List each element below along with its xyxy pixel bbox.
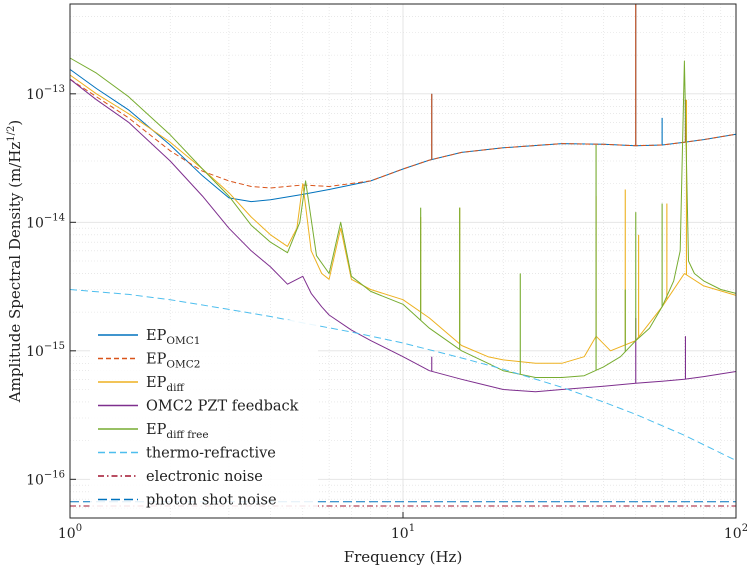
legend-label-0: EPOMC1 [146,328,200,347]
x-tick-label-1: 101 [391,523,415,542]
legend-label-4: EPdiff free [146,422,209,441]
x-tick-label-2: 102 [724,523,747,542]
y-axis-label: Amplitude Spectral Density (m/Hz1/2) [6,120,24,403]
series-4 [69,57,737,378]
legend-label-2: EPdiff [146,375,185,394]
series-line-3 [69,78,737,393]
series-line-4 [69,57,737,378]
series-line-0 [69,68,737,203]
x-axis-label: Frequency (Hz) [344,548,463,566]
y-tick-label-1: 10−15 [26,341,65,360]
y-tick-label-2: 10−14 [26,212,65,231]
legend-label-5: thermo-refractive [146,446,276,462]
legend: EPOMC1 EPOMC2 EPdiff OMC2 PZT feedback EPdif… [90,320,318,509]
axis-ticks: 100 101 102 10−16 10−15 10−14 10−13 [26,84,747,542]
y-tick-label-0: 10−16 [26,469,65,488]
legend-label-3: OMC2 PZT feedback [146,399,299,415]
y-tick-label-3: 10−13 [26,84,65,103]
legend-label-6: electronic noise [146,469,263,485]
legend-label-7: photon shot noise [146,493,277,509]
legend-label-1: EPOMC2 [146,352,200,371]
x-tick-label-0: 100 [58,523,82,542]
